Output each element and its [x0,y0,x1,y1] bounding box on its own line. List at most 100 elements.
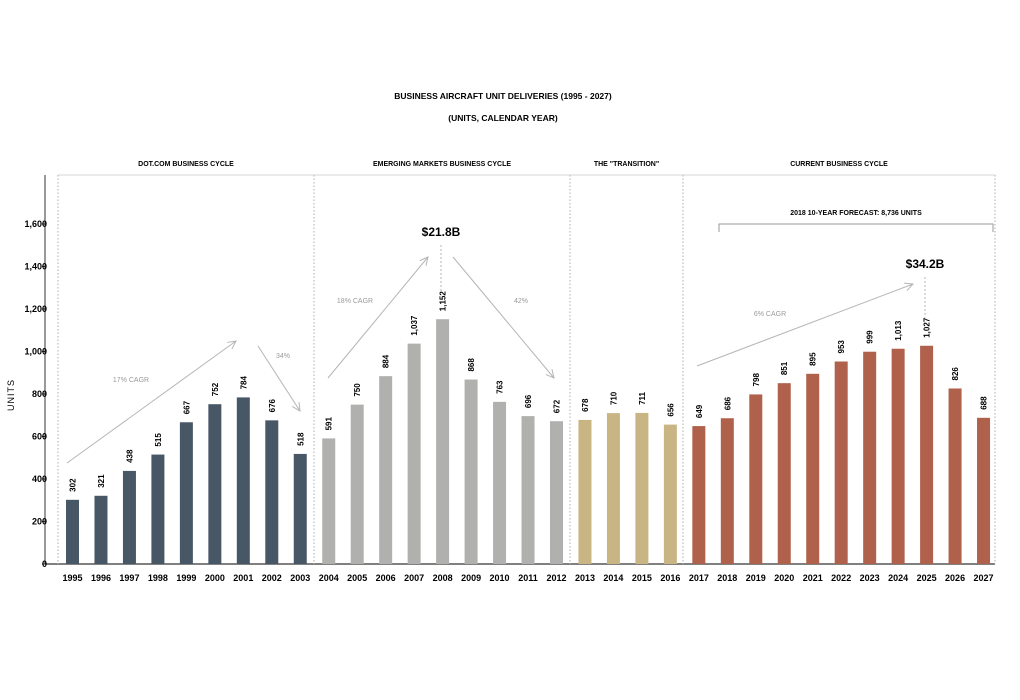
value-label: 868 [467,358,476,372]
x-tick-label: 2017 [689,573,709,583]
bar-2013 [578,419,592,564]
bar-2004 [322,438,336,564]
bar-2025 [920,345,934,564]
bar-1999 [179,422,193,564]
x-tick-label: 2011 [518,573,538,583]
bar-1996 [94,495,108,564]
bar-2014 [606,413,620,564]
value-label: 752 [211,382,220,396]
y-tick-label: 1,200 [24,304,47,314]
value-label: 667 [182,400,191,414]
value-label: 826 [951,367,960,381]
bar-2027 [977,417,991,564]
x-tick-label: 2022 [831,573,851,583]
x-tick-label: 2007 [404,573,424,583]
x-tick-label: 2023 [860,573,880,583]
bar-2019 [749,394,763,564]
value-label: 1,152 [439,291,448,312]
bar-2024 [891,348,905,564]
bar-2008 [436,319,450,564]
cagr-label-4: 42% [514,298,528,305]
bar-2009 [464,379,478,564]
x-tick-label: 2004 [319,573,339,583]
bar-1995 [66,499,79,564]
x-tick-label: 2024 [888,573,908,583]
bar-2005 [350,404,364,564]
value-label: 321 [97,474,106,488]
forecast-label: 2018 10-YEAR FORECAST: 8,736 UNITS [790,210,922,217]
value-label: 784 [239,376,248,390]
x-tick-label: 2020 [774,573,794,583]
value-peak-emerging: $21.8B [422,225,461,239]
bar-2026 [948,388,962,564]
value-label: 1,027 [923,317,932,338]
value-label: 895 [809,352,818,366]
section-label: CURRENT BUSINESS CYCLE [790,161,888,168]
x-tick-label: 2003 [290,573,310,583]
bar-1998 [151,454,165,564]
value-label: 798 [752,373,761,387]
value-label: 763 [496,380,505,394]
bar-2018 [720,418,734,564]
value-label: 302 [69,478,78,492]
bar-2021 [806,373,820,564]
value-label: 656 [666,403,675,417]
x-tick-label: 2002 [262,573,282,583]
x-tick-label: 2009 [461,573,481,583]
chart-subtitle: (UNITS, CALENDAR YEAR) [448,113,558,123]
section-label: DOT.COM BUSINESS CYCLE [138,161,234,168]
x-tick-label: 2021 [803,573,823,583]
bar-2011 [521,416,535,564]
value-label: 953 [837,340,846,354]
y-tick-label: 0 [42,559,47,569]
x-tick-label: 2027 [974,573,994,583]
y-tick-label: 1,400 [24,262,47,272]
y-axis: 0 200 400 600 800 1,000 1,200 1,400 1,600 [24,219,47,569]
bar-2023 [863,351,877,564]
x-tick-label: 2025 [917,573,937,583]
bar-1997 [122,470,136,564]
value-label: 686 [723,396,732,410]
value-label: 750 [353,383,362,397]
y-tick-label: 800 [32,389,47,399]
x-tick-label: 2010 [490,573,510,583]
bar-2012 [549,421,563,564]
bar-2007 [407,343,421,564]
x-tick-label: 2005 [347,573,367,583]
value-label: 515 [154,433,163,447]
bar-2015 [635,412,649,564]
value-label: 672 [552,399,561,413]
x-tick-label: 2018 [717,573,737,583]
cagr-label-2: 34% [276,353,290,360]
forecast-bracket [718,223,994,232]
value-label: 518 [296,432,305,446]
bar-2020 [777,383,791,564]
bar-2010 [493,401,507,564]
x-tick-label: 2012 [546,573,566,583]
value-label: 678 [581,398,590,412]
cagr-arrow-1 [66,341,236,464]
x-tick-label: 2026 [945,573,965,583]
value-label: 688 [980,396,989,410]
y-tick-label: 1,000 [24,347,47,357]
bar-2006 [379,376,393,564]
bar-2022 [834,361,848,564]
x-tick-label: 1996 [91,573,111,583]
value-label: 710 [609,391,618,405]
cagr-arrow-5 [696,284,913,367]
x-tick-label: 2000 [205,573,225,583]
bar-2001 [236,397,250,564]
value-label: 438 [125,449,134,463]
bar-2017 [692,426,706,564]
chart-title: BUSINESS AIRCRAFT UNIT DELIVERIES (1995 … [394,91,612,101]
x-tick-label: 2006 [376,573,396,583]
x-tick-label: 2014 [603,573,623,583]
section-label: EMERGING MARKETS BUSINESS CYCLE [373,161,511,168]
bar-series: 302 321 438 515 667 752 784 676 518 591 750 884 1,03… [66,291,991,564]
bar-2016 [663,424,677,564]
value-label: 711 [638,391,647,404]
value-peak-current: $34.2B [906,257,945,271]
y-tick-label: 1,600 [24,219,47,229]
value-label: 1,013 [894,320,903,341]
